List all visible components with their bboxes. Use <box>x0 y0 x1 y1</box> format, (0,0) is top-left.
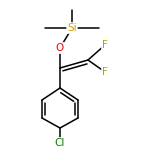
Text: Cl: Cl <box>55 138 65 148</box>
Text: O: O <box>56 43 64 53</box>
Text: F: F <box>102 67 108 77</box>
Text: Si: Si <box>67 23 77 33</box>
Text: F: F <box>102 40 108 50</box>
